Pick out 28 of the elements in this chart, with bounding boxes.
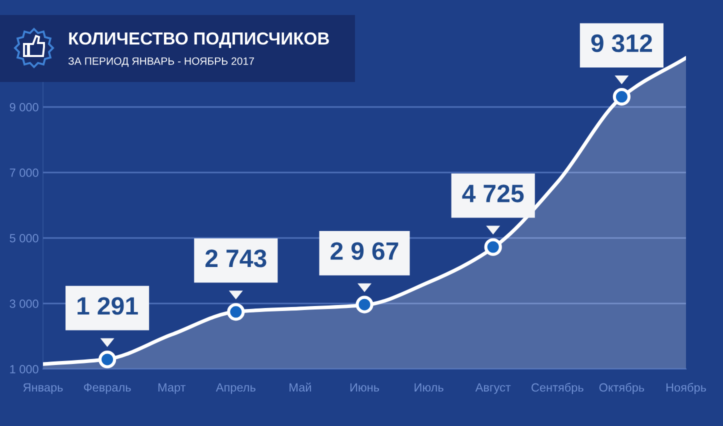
y-tick-label: 7 000 bbox=[10, 168, 38, 177]
text: ЗА ПЕРИОД ЯНВАРЬ - НОЯБРЬ 2017 bbox=[68, 57, 254, 67]
point bbox=[227, 303, 245, 321]
x-tick-label: Май bbox=[290, 382, 311, 392]
data-label: 2 9 67 bbox=[330, 242, 398, 260]
y-tick-label: 3 000 bbox=[10, 300, 38, 308]
point bbox=[612, 88, 631, 106]
y-tick-label: 1 000 bbox=[10, 365, 38, 374]
point bbox=[356, 296, 374, 314]
y-tick-label: 5 000 bbox=[10, 234, 38, 242]
x-tick-label: Январь bbox=[23, 383, 63, 394]
data-label: 4 725 bbox=[462, 184, 524, 202]
x-tick-label: Март bbox=[158, 383, 186, 394]
x-tick-label: Июль bbox=[414, 383, 444, 392]
x-tick-label: Июнь bbox=[350, 383, 380, 392]
y-tick-label: 9 000 bbox=[10, 103, 38, 112]
point bbox=[484, 238, 502, 256]
chart-title: КОЛИЧЕСТВО ПОДПИСЧИКОВ bbox=[69, 32, 329, 48]
x-tick-label: Ноябрь bbox=[666, 382, 706, 394]
data-label: 1 291 bbox=[78, 297, 138, 315]
x-tick-label: Август bbox=[475, 383, 511, 394]
x-tick-label: Сентябрь bbox=[532, 382, 584, 394]
data-label: 9 312 bbox=[591, 34, 652, 52]
x-tick-label: Апрель bbox=[216, 383, 256, 394]
x-tick-label: Февраль bbox=[84, 383, 131, 394]
point bbox=[98, 350, 116, 368]
data-label: 2 743 bbox=[205, 250, 266, 268]
x-tick-label: Октябрь bbox=[599, 382, 644, 394]
